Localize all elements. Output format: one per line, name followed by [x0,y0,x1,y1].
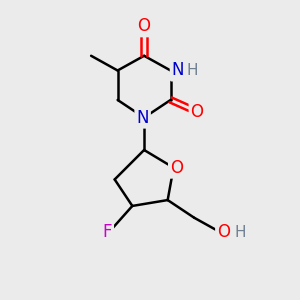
Text: N: N [136,109,149,127]
Text: F: F [103,224,112,242]
Text: H: H [187,63,198,78]
Text: O: O [170,159,183,177]
Text: N: N [172,61,184,80]
Text: H: H [234,225,246,240]
Text: O: O [190,103,204,121]
Text: O: O [217,224,230,242]
Text: O: O [138,17,151,35]
